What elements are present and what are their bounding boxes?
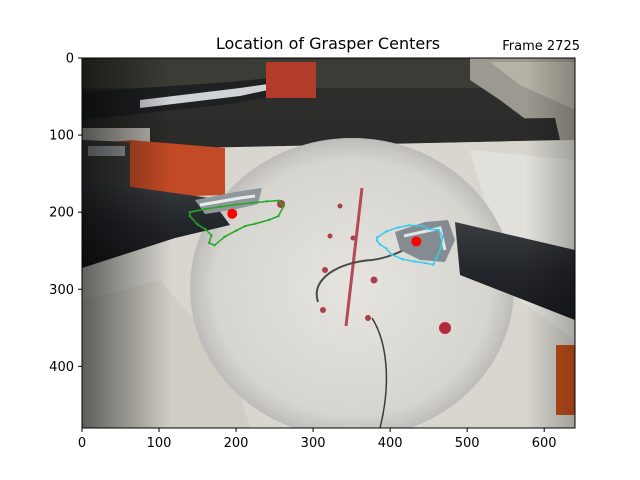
outline-vertex xyxy=(435,257,438,260)
outline-vertex xyxy=(421,224,424,228)
y-tick-label: 400 xyxy=(49,360,74,375)
x-tick-label: 300 xyxy=(301,436,326,451)
outline-vertex xyxy=(213,244,216,247)
outline-vertex xyxy=(204,207,207,211)
x-tick-label: 200 xyxy=(224,436,249,451)
outline-vertex xyxy=(244,224,247,228)
grasper-center-point xyxy=(227,208,238,219)
outline-vertex xyxy=(437,228,440,232)
outline-vertex xyxy=(250,201,253,205)
outline-vertex xyxy=(401,257,404,261)
y-tick-label: 200 xyxy=(49,206,74,221)
outline-vertex xyxy=(375,236,379,239)
x-tick-label: 400 xyxy=(378,436,403,451)
outline-vertex xyxy=(188,210,192,214)
outline-vertex xyxy=(378,243,382,246)
outline-vertex xyxy=(204,227,207,231)
outline-vertex xyxy=(223,235,226,239)
outline-vertex xyxy=(188,214,192,218)
frame-label: Frame 2725 xyxy=(502,39,580,54)
outline-vertex xyxy=(441,235,444,239)
video-frame xyxy=(82,58,575,428)
outline-vertex xyxy=(408,224,411,227)
outline-vertex xyxy=(277,214,280,218)
outline-vertex xyxy=(390,253,393,256)
points-layer xyxy=(227,208,422,247)
outline-vertex xyxy=(265,200,269,203)
y-axis: 0 100 200 300 400 xyxy=(49,52,82,375)
outline-vertex xyxy=(385,230,388,233)
y-tick-label: 100 xyxy=(49,129,74,144)
grasper-center-point xyxy=(411,236,422,247)
chart-title: Location of Grasper Centers xyxy=(216,34,440,53)
x-tick-label: 0 xyxy=(78,436,86,451)
y-tick-label: 0 xyxy=(66,52,74,67)
outline-vertex xyxy=(196,223,199,226)
outline-vertex xyxy=(234,229,238,232)
outline-vertex xyxy=(427,227,430,231)
outline-vertex xyxy=(385,247,388,250)
outline-vertex xyxy=(277,199,280,202)
outline-vertex xyxy=(219,205,222,208)
outline-vertex xyxy=(396,226,400,229)
outline-vertex xyxy=(375,239,379,242)
x-axis: 0 100 200 300 400 500 600 xyxy=(78,428,557,451)
outline-layer xyxy=(188,199,444,266)
outline-vertex xyxy=(413,260,416,263)
outline-vertex xyxy=(234,203,238,206)
outline-vertex xyxy=(210,234,213,237)
y-tick-label: 300 xyxy=(49,283,74,298)
x-tick-label: 500 xyxy=(455,436,480,451)
x-tick-label: 100 xyxy=(147,436,172,451)
x-tick-label: 600 xyxy=(532,436,557,451)
outline-vertex xyxy=(282,204,286,208)
plot-frame xyxy=(81,57,576,429)
outline-vertex xyxy=(423,261,426,265)
outline-vertex xyxy=(432,263,435,266)
outline-vertex xyxy=(439,246,443,249)
outline-vertex xyxy=(207,241,211,245)
outline-vertex xyxy=(254,222,257,225)
outline-vertex xyxy=(267,218,271,222)
